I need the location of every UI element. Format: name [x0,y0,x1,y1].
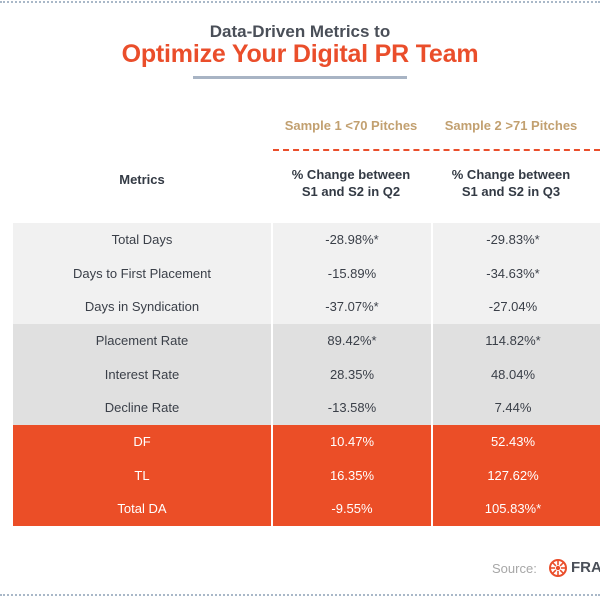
sample-1-value: -13.58% [327,400,377,415]
pct-change-q2-line1: % Change between [291,167,411,182]
sample-1-value: 10.47% [329,434,375,449]
metric-name: Total Days [111,232,173,247]
sample-1-value: 28.35% [329,367,375,382]
metric-name: Interest Rate [104,367,180,382]
title-line-1: Data-Driven Metrics to [209,22,391,41]
sample-2-value: -34.63%* [486,266,540,281]
sample-1-value: 16.35% [329,468,375,483]
sample-2-value: -29.83%* [486,232,540,247]
pct-change-q3-header: % Change between S1 and S2 in Q3 [432,166,590,200]
metric-name: DF [133,434,151,449]
bottom-dotted-border [0,594,600,596]
sample-2-value: 7.44% [494,400,532,415]
metric-group-links: DF 10.47% 52.43% TL 16.35% 127.62% Total… [13,425,600,526]
sample-2-value: 105.83%* [484,501,542,516]
table-row: Placement Rate 89.42%* 114.82%* [13,324,600,358]
sample-1-value: -37.07%* [325,299,379,314]
table-row: DF 10.47% 52.43% [13,425,600,459]
source-label: Source: [492,561,537,576]
sample-2-value: -27.04% [488,299,538,314]
title-line-2: Optimize Your Digital PR Team [121,40,479,68]
metric-name: Days to First Placement [73,266,211,281]
sample-1-value: 89.42%* [327,333,377,348]
metric-name: Placement Rate [95,333,189,348]
sample-2-value: 52.43% [490,434,536,449]
top-dotted-border [0,1,600,3]
table-row: Days in Syndication -37.07%* -27.04% [13,290,600,324]
fractl-logo-icon [549,559,567,577]
sample-2-value: 127.62% [487,468,539,483]
sample-1-value: -15.89% [327,266,377,281]
metric-group-time: Total Days -28.98%* -29.83%* Days to Fir… [13,223,600,324]
table-row: Interest Rate 28.35% 48.04% [13,358,600,392]
table-row: Days to First Placement -15.89% -34.63%* [13,257,600,291]
pct-change-q2-line2: S1 and S2 in Q2 [301,184,401,199]
sample-2-value: 48.04% [490,367,536,382]
pct-change-q2-header: % Change between S1 and S2 in Q2 [272,166,430,200]
metrics-column-header: Metrics [119,172,165,187]
table-row: Total Days -28.98%* -29.83%* [13,223,600,257]
sample-1-value: -9.55% [331,501,373,516]
sample-1-value: -28.98%* [325,232,379,247]
metric-name: Days in Syndication [84,299,200,314]
metric-group-rates: Placement Rate 89.42%* 114.82%* Interest… [13,324,600,425]
metric-name: Decline Rate [104,400,180,415]
table-row: Total DA -9.55% 105.83%* [13,492,600,526]
sample-2-value: 114.82%* [485,333,541,348]
metric-name: TL [134,468,150,483]
header-divider [273,149,600,151]
pct-change-q3-line1: % Change between [451,167,571,182]
brand-name: FRAC [571,559,600,576]
title-underline [193,76,407,79]
table-row: Decline Rate -13.58% 7.44% [13,391,600,425]
sample-1-header: Sample 1 <70 Pitches [284,118,418,133]
metric-name: Total DA [117,501,167,516]
table-row: TL 16.35% 127.62% [13,459,600,493]
pct-change-q3-line2: S1 and S2 in Q3 [461,184,561,199]
sample-2-header: Sample 2 >71 Pitches [444,118,578,133]
